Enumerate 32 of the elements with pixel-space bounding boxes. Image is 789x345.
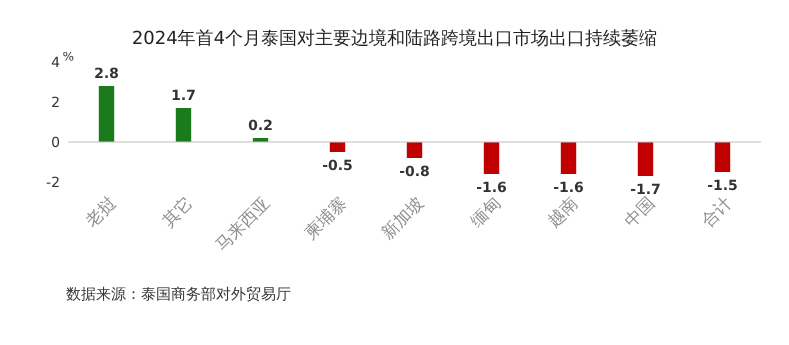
data-label: 2.8 (94, 66, 119, 82)
x-tick-label: 新加坡 (378, 193, 428, 244)
y-tick-label: 2 (51, 94, 60, 111)
x-tick-label: 越南 (544, 193, 582, 232)
bar (98, 86, 114, 142)
x-tick-label: 老挝 (82, 193, 120, 232)
data-label: 1.7 (171, 88, 196, 104)
data-label: -0.8 (399, 164, 430, 180)
data-label: -1.6 (476, 180, 507, 196)
bar (638, 142, 654, 176)
bar (484, 142, 500, 174)
y-tick-label: 4 (51, 54, 60, 71)
y-tick-label: 0 (51, 134, 60, 151)
data-label: -1.5 (707, 178, 738, 194)
bar (330, 142, 346, 152)
x-tick-label: 马来西亚 (212, 193, 274, 256)
bar (406, 142, 422, 158)
y-tick-label: -2 (46, 174, 60, 191)
y-axis-title: % (62, 50, 74, 64)
x-tick-label: 缅甸 (466, 193, 506, 232)
bar (714, 142, 730, 172)
x-tick-label: 其它 (158, 193, 198, 232)
x-tick-label: 中国 (620, 193, 660, 232)
x-tick-label: 柬埔寨 (300, 193, 352, 244)
bar (560, 142, 576, 174)
x-tick-label: 合计 (698, 193, 736, 232)
bar (176, 108, 192, 142)
data-label: -1.6 (553, 180, 584, 196)
data-label: 0.2 (248, 118, 273, 134)
data-label: -0.5 (322, 158, 353, 174)
chart-title: 2024年首4个月泰国对主要边境和陆路跨境出口市场出口持续萎缩 (132, 28, 658, 49)
source-note: 数据来源：泰国商务部对外贸易厅 (65, 285, 292, 304)
